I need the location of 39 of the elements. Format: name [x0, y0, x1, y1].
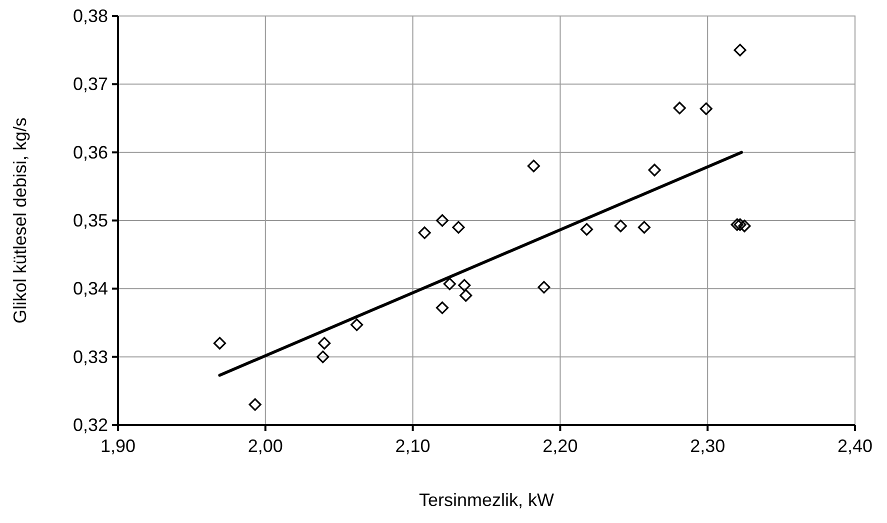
y-tick-label: 0,37 — [72, 74, 108, 94]
x-tick-label: 2,10 — [395, 436, 430, 456]
x-tick-label: 2,20 — [542, 436, 578, 456]
x-tick-label: 1,90 — [100, 436, 136, 456]
point — [350, 318, 364, 332]
x-tick-label: 2,40 — [837, 436, 873, 456]
point — [436, 301, 449, 314]
point — [580, 223, 594, 236]
point — [538, 281, 550, 294]
point — [418, 226, 431, 240]
x-tick-label: 2,00 — [248, 436, 283, 456]
y-tick-label: 0,36 — [72, 142, 108, 162]
point — [460, 289, 472, 302]
point — [730, 218, 744, 231]
point — [734, 218, 746, 231]
point — [734, 44, 746, 56]
point — [673, 102, 686, 114]
point — [213, 336, 226, 350]
point — [527, 160, 540, 172]
point — [452, 221, 465, 234]
y-tick-label: 0,38 — [72, 6, 108, 26]
point — [443, 278, 456, 290]
x-axis-title: Tersinmezlik, kW — [418, 490, 554, 510]
point — [316, 350, 330, 364]
point — [248, 398, 262, 411]
y-axis-title: Glikol kütlesel debisi, kg/s — [10, 117, 30, 324]
point — [638, 221, 651, 234]
point — [458, 278, 471, 292]
point — [318, 336, 331, 350]
point — [436, 214, 449, 227]
point — [700, 102, 712, 116]
point — [738, 220, 751, 232]
x-tick-label: 2,30 — [690, 436, 726, 456]
point — [614, 220, 627, 232]
y-tick-label: 0,32 — [72, 415, 108, 435]
y-tick-label: 0,35 — [72, 210, 108, 230]
y-tick-label: 0,33 — [72, 346, 108, 367]
point — [648, 164, 661, 176]
y-tick-label: 0,34 — [72, 278, 108, 299]
